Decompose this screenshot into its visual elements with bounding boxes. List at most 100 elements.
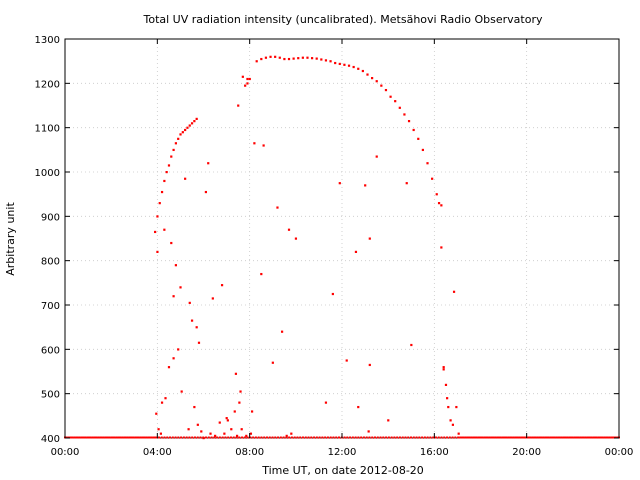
data-point	[455, 405, 458, 409]
data-point	[190, 122, 194, 125]
data-point	[123, 436, 126, 439]
data-point	[225, 417, 228, 420]
data-point	[293, 436, 296, 439]
data-point	[347, 64, 351, 67]
data-point	[321, 436, 324, 439]
data-point	[184, 177, 187, 180]
data-point	[95, 436, 98, 439]
data-point	[199, 436, 202, 439]
data-point	[466, 436, 469, 439]
data-point	[375, 80, 378, 83]
data-point	[366, 73, 369, 76]
data-point	[80, 436, 83, 439]
data-point	[575, 436, 578, 439]
data-point	[398, 106, 401, 109]
data-point	[155, 412, 158, 415]
data-point	[349, 436, 352, 439]
data-point	[296, 436, 299, 439]
data-point	[384, 88, 388, 92]
data-point	[180, 436, 183, 439]
data-point	[608, 436, 611, 439]
data-point	[368, 436, 371, 439]
data-point	[440, 246, 443, 249]
data-point	[207, 436, 210, 439]
data-point	[387, 436, 390, 439]
data-point	[152, 436, 155, 439]
data-point	[86, 436, 89, 439]
data-point	[393, 436, 396, 439]
data-point	[361, 69, 364, 73]
data-point	[371, 77, 374, 80]
data-point	[290, 436, 293, 439]
data-point	[568, 436, 571, 439]
data-point	[324, 401, 328, 404]
data-point	[155, 436, 158, 439]
y-axis-ticks: 400 500 600 700 800 900 1000 1100 1200 1300	[35, 35, 619, 445]
x-tick-label: 16:00	[420, 447, 449, 458]
data-point	[520, 436, 523, 439]
data-point	[91, 436, 94, 439]
data-point	[597, 436, 600, 439]
data-point	[187, 428, 190, 431]
data-point	[156, 250, 159, 253]
data-point	[158, 202, 161, 205]
y-tick-label: 1300	[35, 35, 60, 46]
data-point	[573, 436, 576, 439]
data-point	[371, 436, 374, 439]
data-point	[104, 436, 107, 439]
data-point	[329, 60, 332, 63]
data-point	[481, 436, 484, 439]
data-point	[516, 436, 519, 439]
data-point	[470, 436, 473, 439]
data-point	[415, 436, 418, 439]
data-point	[276, 206, 279, 209]
data-point	[210, 436, 213, 439]
data-point	[229, 436, 232, 439]
data-point	[351, 436, 354, 439]
data-point	[164, 397, 167, 400]
data-point	[174, 142, 177, 145]
data-point	[230, 428, 233, 431]
data-point	[431, 177, 434, 180]
data-point	[269, 55, 272, 58]
y-axis-title: Arbitrary unit	[4, 202, 17, 276]
data-point	[204, 190, 208, 194]
data-point	[304, 436, 307, 439]
data-point	[268, 436, 271, 439]
x-tick-label: 12:00	[328, 447, 357, 458]
data-point	[606, 436, 609, 439]
data-point	[603, 436, 606, 439]
data-point	[154, 230, 157, 234]
y-tick-label: 1200	[35, 79, 60, 90]
data-point	[167, 164, 171, 167]
data-point	[254, 436, 257, 439]
data-point	[207, 162, 210, 165]
data-point	[126, 436, 129, 439]
data-point	[418, 436, 421, 439]
data-point	[457, 436, 460, 439]
data-point	[128, 436, 131, 439]
data-point	[612, 436, 615, 439]
data-point	[375, 155, 378, 158]
data-point	[170, 155, 173, 158]
data-point	[184, 128, 187, 132]
data-point	[605, 436, 608, 439]
data-point	[412, 436, 415, 439]
data-point	[338, 182, 341, 185]
data-point	[160, 401, 164, 404]
data-point	[529, 436, 532, 439]
data-point	[407, 120, 411, 123]
data-point	[555, 436, 558, 439]
data-point	[490, 436, 493, 439]
data-point	[221, 436, 224, 439]
data-point	[73, 436, 76, 439]
data-point	[521, 436, 524, 439]
data-point	[394, 100, 397, 103]
data-point	[451, 423, 454, 426]
data-point	[271, 436, 274, 439]
data-point	[352, 65, 355, 69]
data-point	[509, 436, 512, 439]
data-point	[444, 383, 448, 386]
data-point	[364, 184, 367, 187]
